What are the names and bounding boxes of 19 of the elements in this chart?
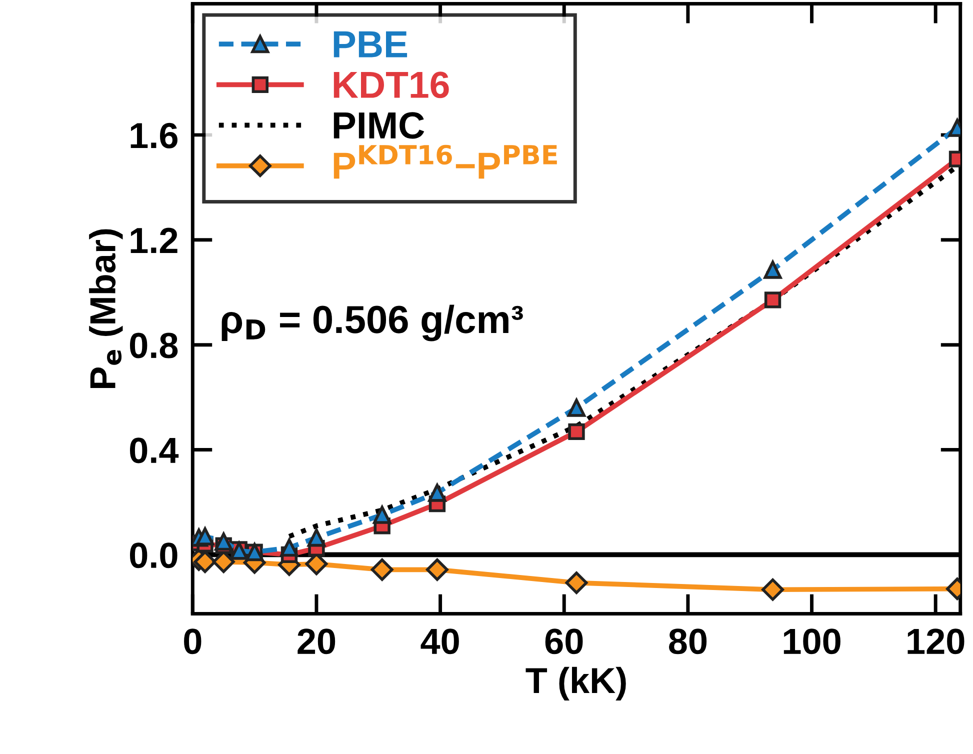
y-tick-label: 0.4	[130, 438, 179, 464]
x-tick-label: 40	[420, 628, 459, 654]
y-tick-label: 1.2	[130, 228, 178, 253]
y-tick-label: 1.6	[130, 122, 178, 148]
legend-label: PIMC	[334, 112, 424, 139]
x-tick-label: 0	[184, 628, 202, 654]
legend-label: P$^{KDT16}$−P$^{PBE}$	[334, 144, 557, 179]
y-tick-label: 0.8	[130, 332, 178, 358]
y-tick-label: 0.0	[130, 542, 178, 568]
annotation: ρ$_{D}$ = 0.506 g/cm³	[222, 304, 523, 342]
legend-label: KDT16	[334, 72, 449, 98]
x-tick-label: 100	[784, 628, 840, 654]
y-axis-title: P$_{e}$ (Mbar)	[89, 229, 123, 388]
x-tick-label: 80	[669, 628, 707, 654]
x-axis-title: T (kK)	[526, 666, 626, 701]
x-tick-label: 120	[908, 628, 964, 654]
x-tick-label: 20	[298, 628, 336, 654]
x-tick-label: 60	[545, 628, 583, 654]
legend-label: PBE	[334, 31, 408, 58]
